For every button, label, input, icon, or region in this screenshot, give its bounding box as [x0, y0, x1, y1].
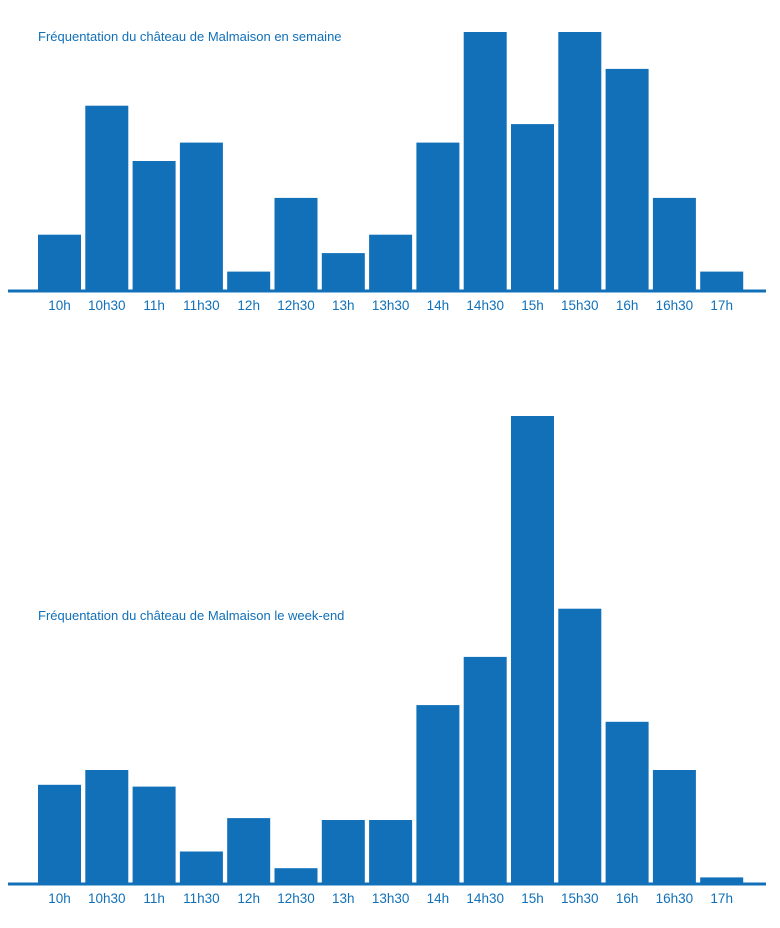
- weekend-tick-label: 14h30: [466, 891, 504, 906]
- weekend-bar-16h: [605, 721, 649, 883]
- weekend-tick-label: 16h: [616, 891, 639, 906]
- weekday-tick-label: 10h30: [88, 298, 126, 313]
- weekday-bar-13h: [321, 253, 365, 290]
- weekend-bar-12h: [227, 818, 271, 883]
- weekday-chart: Fréquentation du château de Malmaison en…: [8, 29, 766, 313]
- weekday-tick-label: 15h: [521, 298, 544, 313]
- weekday-tick-label: 16h30: [656, 298, 694, 313]
- weekend-bar-14h30: [463, 656, 507, 883]
- weekday-tick-label: 11h30: [183, 298, 220, 313]
- weekday-tick-label: 13h30: [372, 298, 410, 313]
- weekend-x-axis: [8, 882, 766, 886]
- weekend-tick-label: 10h: [48, 891, 71, 906]
- weekday-tick-label: 10h: [48, 298, 71, 313]
- weekday-tick-label: 12h: [237, 298, 260, 313]
- weekday-bar-11h30: [179, 142, 223, 290]
- weekday-bar-10h: [38, 234, 81, 290]
- weekend-bar-10h: [38, 784, 81, 883]
- weekend-tick-label: 13h30: [372, 891, 410, 906]
- weekday-bar-12h: [227, 271, 271, 290]
- weekday-bar-16h30: [652, 197, 696, 290]
- weekday-bar-14h30: [463, 32, 507, 290]
- weekday-x-axis: [8, 289, 766, 293]
- weekday-bar-13h30: [369, 234, 413, 290]
- weekday-tick-label: 14h: [427, 298, 450, 313]
- weekday-bar-10h30: [85, 105, 129, 290]
- weekend-tick-label: 16h30: [656, 891, 694, 906]
- weekday-bar-16h: [605, 68, 649, 291]
- weekday-bar-17h: [700, 271, 744, 290]
- weekend-tick-label: 12h: [237, 891, 260, 906]
- weekend-tick-label: 11h30: [183, 891, 220, 906]
- weekend-bar-15h: [511, 416, 554, 883]
- weekend-bar-15h30: [558, 608, 602, 883]
- weekday-tick-label: 11h: [143, 298, 165, 313]
- weekend-tick-label: 10h30: [88, 891, 126, 906]
- weekday-tick-label: 14h30: [466, 298, 504, 313]
- weekday-bar-14h: [416, 142, 460, 290]
- weekend-tick-label: 11h: [143, 891, 165, 906]
- weekday-bar-11h: [132, 161, 176, 290]
- weekday-tick-label: 16h: [616, 298, 639, 313]
- weekday-tick-label: 13h: [332, 298, 355, 313]
- weekday-tick-label: 17h: [710, 298, 733, 313]
- weekend-bar-12h30: [274, 868, 318, 883]
- weekday-bar-15h30: [558, 32, 602, 290]
- weekend-bar-11h30: [179, 851, 223, 883]
- weekend-tick-label: 13h: [332, 891, 355, 906]
- weekend-bar-13h30: [369, 820, 413, 883]
- weekend-bar-16h30: [652, 770, 696, 883]
- weekend-tick-label: 12h30: [277, 891, 315, 906]
- weekday-bar-15h: [511, 124, 554, 290]
- weekday-bar-12h30: [274, 197, 318, 290]
- weekend-bar-11h: [132, 786, 176, 883]
- weekend-bar-13h: [321, 820, 365, 883]
- weekend-chart: Fréquentation du château de Malmaison le…: [8, 416, 766, 906]
- weekend-tick-label: 15h30: [561, 891, 599, 906]
- weekend-chart-title: Fréquentation du château de Malmaison le…: [38, 608, 344, 623]
- weekend-bar-10h30: [85, 770, 129, 883]
- weekend-tick-label: 14h: [427, 891, 450, 906]
- weekend-bar-17h: [700, 877, 744, 883]
- weekend-tick-label: 15h: [521, 891, 544, 906]
- weekday-tick-label: 12h30: [277, 298, 315, 313]
- weekday-chart-title: Fréquentation du château de Malmaison en…: [38, 29, 342, 44]
- weekend-tick-label: 17h: [710, 891, 733, 906]
- weekend-bar-14h: [416, 705, 460, 883]
- weekday-tick-label: 15h30: [561, 298, 599, 313]
